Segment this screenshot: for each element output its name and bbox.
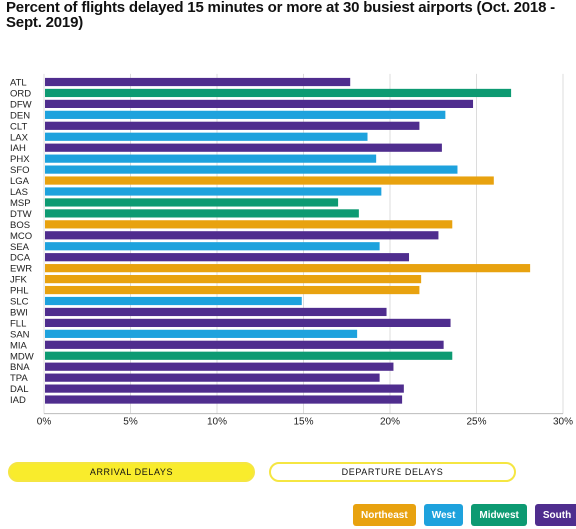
y-tick-label: PHL [10, 286, 28, 297]
chart-title: Percent of flights delayed 15 minutes or… [6, 0, 555, 31]
departure-delays-label: DEPARTURE DELAYS [341, 467, 444, 477]
x-tick-label: 15% [293, 417, 313, 428]
y-tick-label: ATL [10, 78, 27, 89]
bar-clt[interactable] [45, 121, 420, 130]
bar-san[interactable] [45, 329, 358, 338]
bar-dtw[interactable] [45, 209, 359, 218]
y-tick-label: DTW [10, 209, 32, 220]
bar-ord[interactable] [45, 88, 512, 98]
departure-delays-button[interactable]: DEPARTURE DELAYS [269, 462, 516, 482]
legend-west[interactable]: West [423, 504, 464, 526]
x-tick-label: 25% [466, 417, 486, 428]
legend-midwest[interactable]: Midwest [471, 504, 527, 526]
x-tick-label: 10% [207, 417, 227, 428]
bar-bna[interactable] [45, 362, 394, 371]
bar-jfk[interactable] [45, 275, 422, 284]
y-tick-label: LAX [10, 132, 29, 143]
arrival-delays-label: ARRIVAL DELAYS [89, 467, 174, 477]
y-tick-label: MDW [10, 351, 34, 362]
bar-mco[interactable] [45, 231, 439, 240]
y-tick-label: SLC [10, 297, 29, 308]
legend-label: West [431, 509, 456, 521]
bar-phl[interactable] [45, 285, 420, 295]
y-tick-label: DAL [10, 384, 28, 395]
y-tick-label: MSP [10, 198, 31, 209]
y-tick-label: DEN [10, 110, 30, 121]
y-tick-label: FLL [10, 318, 26, 329]
x-tick-label: 30% [553, 417, 573, 428]
arrival-delays-button[interactable]: ARRIVAL DELAYS [8, 462, 255, 482]
legend-label: Midwest [479, 509, 519, 521]
bar-lga[interactable] [45, 176, 494, 185]
y-tick-label: SFO [10, 165, 30, 176]
legend-label: South [542, 509, 572, 521]
y-tick-label: SEA [10, 242, 30, 253]
bar-fll[interactable] [45, 318, 451, 327]
bar-bos[interactable] [45, 220, 453, 229]
y-tick-label: MIA [10, 340, 28, 351]
legend-northeast[interactable]: Northeast [353, 504, 416, 526]
bar-las[interactable] [45, 187, 382, 196]
legend-south[interactable]: South [534, 504, 576, 526]
bar-chart: 0% 5% 10% 15% 20% 25% 30% ATLORDDFWDENCLTLAXIAH… [10, 73, 573, 428]
bar-dca[interactable] [45, 253, 410, 262]
x-tick-label: 0% [37, 417, 52, 428]
y-tick-label: ORD [10, 88, 31, 99]
y-tick-label: TPA [10, 373, 28, 384]
bar-msp[interactable] [45, 198, 339, 207]
y-tick-label: CLT [10, 121, 27, 132]
bar-atl[interactable] [45, 77, 351, 87]
y-tick-label: JFK [10, 275, 28, 286]
bar-dal[interactable] [45, 384, 404, 393]
legend-label: Northeast [361, 509, 408, 521]
x-tick-label: 5% [123, 417, 138, 428]
y-tick-label: MCO [10, 231, 32, 242]
region-legend: Northeast West Midwest South [345, 504, 576, 526]
bar-phx[interactable] [45, 154, 377, 163]
bar-iad[interactable] [45, 395, 403, 404]
y-tick-label: DFW [10, 99, 32, 110]
y-tick-label: SAN [10, 329, 30, 340]
bar-mdw[interactable] [45, 351, 453, 360]
bar-sea[interactable] [45, 242, 380, 251]
y-tick-label: DCA [10, 253, 31, 264]
x-tick-label: 20% [380, 417, 400, 428]
bar-slc[interactable] [45, 296, 302, 306]
y-tick-label: LGA [10, 176, 30, 187]
y-tick-label: PHX [10, 154, 30, 165]
y-tick-label: BOS [10, 220, 30, 231]
bar-iah[interactable] [45, 143, 442, 152]
bar-ewr[interactable] [45, 264, 531, 273]
y-tick-label: IAD [10, 395, 26, 406]
bar-den[interactable] [45, 110, 446, 119]
bar-sfo[interactable] [45, 165, 458, 174]
y-tick-label: BWI [10, 307, 28, 318]
y-tick-label: IAH [10, 143, 26, 154]
y-tick-label: LAS [10, 187, 28, 198]
bar-mia[interactable] [45, 340, 444, 349]
bar-tpa[interactable] [45, 373, 380, 382]
bar-dfw[interactable] [45, 99, 474, 108]
bar-bwi[interactable] [45, 307, 387, 317]
y-tick-label: EWR [10, 264, 32, 275]
bar-lax[interactable] [45, 132, 368, 141]
y-tick-label: BNA [10, 362, 30, 373]
